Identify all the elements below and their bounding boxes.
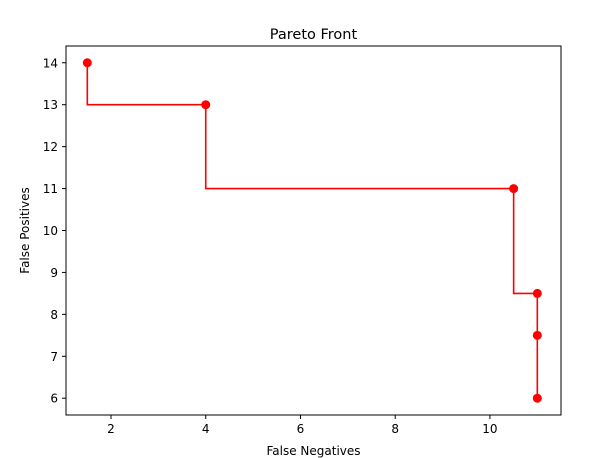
data-point-4 — [532, 330, 542, 340]
data-point-2 — [509, 184, 519, 194]
y-tick-label: 13 — [43, 98, 58, 112]
y-tick-label: 10 — [43, 224, 58, 238]
data-point-5 — [532, 393, 542, 403]
y-tick-label: 14 — [43, 56, 58, 70]
axes-frame — [65, 45, 562, 416]
x-tick-label: 4 — [202, 422, 210, 436]
data-point-3 — [532, 288, 542, 298]
x-tick-label: 10 — [482, 422, 497, 436]
x-tick-label: 8 — [391, 422, 399, 436]
y-tick-label: 11 — [43, 182, 58, 196]
y-tick-label: 12 — [43, 140, 58, 154]
x-tick-label: 6 — [297, 422, 305, 436]
y-axis-title: False Positives — [18, 187, 32, 273]
x-tick-label: 2 — [107, 422, 115, 436]
axes: 2 4 6 8 10 6 7 8 9 10 11 12 13 14 — [43, 45, 562, 436]
data-point-1 — [201, 100, 211, 110]
y-tick-label: 6 — [50, 392, 58, 406]
data-point-0 — [82, 58, 92, 68]
plot-area — [82, 58, 542, 403]
y-tick-label: 9 — [50, 266, 58, 280]
y-tick-label: 7 — [50, 350, 58, 364]
y-tick-label: 8 — [50, 308, 58, 322]
x-axis-title: False Negatives — [266, 444, 360, 458]
chart-title: Pareto Front — [270, 27, 358, 43]
